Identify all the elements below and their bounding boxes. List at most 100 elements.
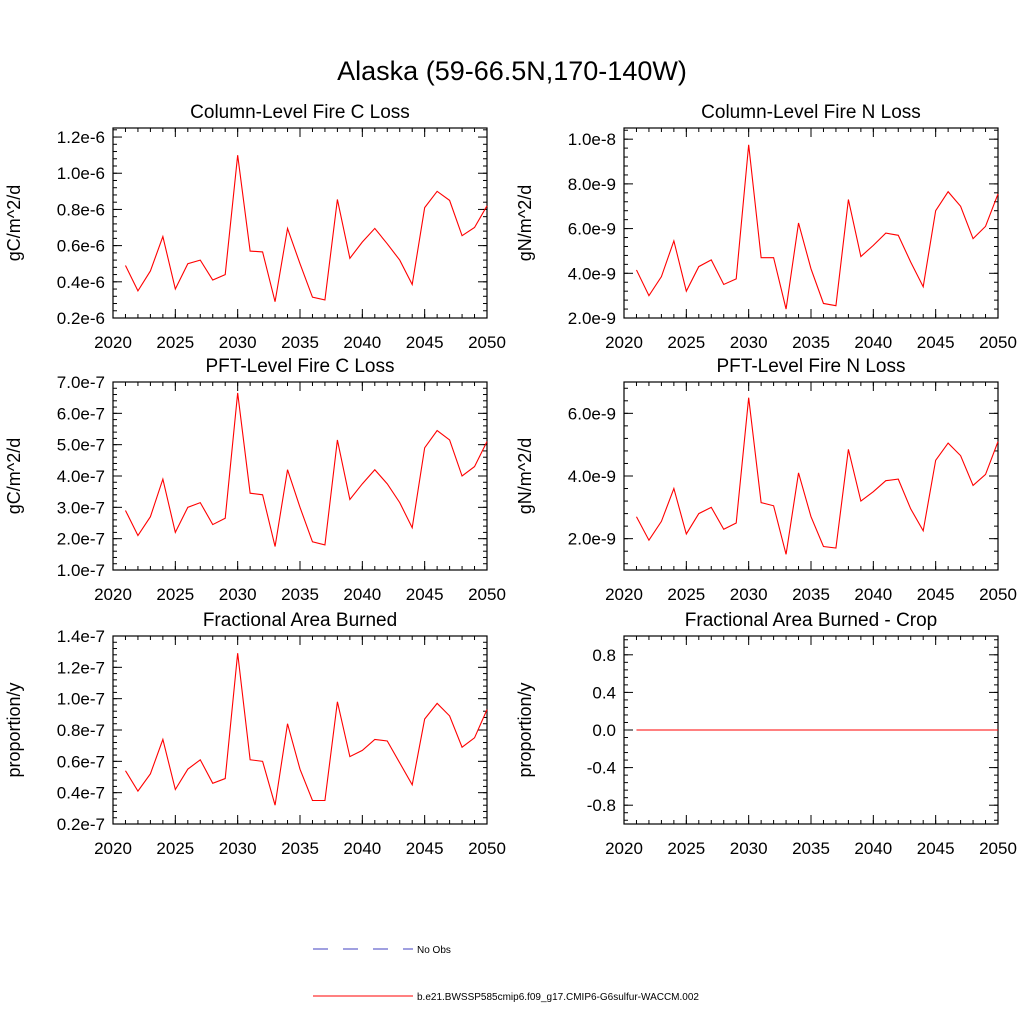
x-tick-label: 2045: [406, 333, 444, 352]
x-tick-label: 2030: [730, 839, 768, 858]
x-tick-label: 2045: [406, 839, 444, 858]
x-tick-label: 2035: [281, 839, 319, 858]
y-tick-label: 4.0e-9: [568, 467, 616, 486]
x-tick-label: 2050: [468, 839, 506, 858]
panel-fractional-area-burned-crop: 2020 2025 2030 2035 2040 2045 2050 -0.8 -0.4 0.0 0…: [515, 610, 1017, 858]
panel-pft-level-fire-c-loss: 2020 2025 2030 2035 2040 2045 2050 1.0e-7 2.0e-7…: [4, 356, 506, 604]
x-tick-label: 2020: [94, 839, 132, 858]
plot-frame: [623, 127, 999, 319]
y-axis-label: gN/m^2/d: [515, 185, 535, 261]
x-tick-label: 2040: [343, 333, 381, 352]
x-tick-label: 2025: [667, 585, 705, 604]
y-tick-label: 1.0e-8: [568, 130, 616, 149]
y-tick-label: 6.0e-9: [568, 404, 616, 423]
x-tick-label: 2030: [730, 585, 768, 604]
y-tick-label: 0.0: [592, 721, 616, 740]
y-axis-label: proportion/y: [4, 682, 24, 777]
y-tick-label: 1.0e-6: [57, 164, 105, 183]
plot-frame: [112, 635, 488, 825]
x-tick-label: 2045: [917, 839, 955, 858]
panel-column-level-fire-n-loss: 2020 2025 2030 2035 2040 2045 2050 2.0e-9 4.0e-9…: [515, 102, 1017, 352]
x-tick-label: 2030: [219, 333, 257, 352]
y-tick-label: -0.4: [587, 759, 616, 778]
series-line: [124, 155, 488, 302]
panel-column-level-fire-c-loss: 2020 2025 2030 2035 2040 2045 2050 0.2e-6 0.4e-6…: [4, 102, 506, 352]
y-tick-label: 5.0e-7: [57, 436, 105, 455]
x-tick-label: 2020: [94, 585, 132, 604]
y-tick-label: 3.0e-7: [57, 498, 105, 517]
panel-title: PFT-Level Fire N Loss: [717, 356, 906, 377]
panel-title: Fractional Area Burned: [203, 610, 397, 631]
x-tick-label: 2025: [156, 333, 194, 352]
y-tick-label: 0.8e-7: [57, 721, 105, 740]
plot-frame: [112, 127, 488, 319]
y-tick-label: 0.4e-7: [57, 784, 105, 803]
x-tick-label: 2020: [605, 333, 643, 352]
x-tick-label: 2035: [792, 585, 830, 604]
panel-pft-level-fire-n-loss: 2020 2025 2030 2035 2040 2045 2050 2.0e-9 4.0e-9…: [515, 356, 1017, 604]
x-tick-label: 2045: [917, 585, 955, 604]
y-tick-label: 2.0e-9: [568, 530, 616, 549]
y-tick-label: 4.0e-9: [568, 264, 616, 283]
y-tick-label: 0.2e-7: [57, 815, 105, 834]
y-tick-label: 2.0e-9: [568, 309, 616, 328]
x-tick-label: 2050: [979, 839, 1017, 858]
x-tick-label: 2050: [979, 585, 1017, 604]
panel-title: PFT-Level Fire C Loss: [206, 356, 395, 377]
x-tick-label: 2025: [156, 585, 194, 604]
series-line: [124, 392, 488, 547]
panel-title: Column-Level Fire N Loss: [701, 102, 921, 123]
y-tick-label: 4.0e-7: [57, 467, 105, 486]
series-line: [635, 397, 999, 555]
x-tick-label: 2030: [219, 839, 257, 858]
x-tick-label: 2040: [854, 585, 892, 604]
plot-frame: [112, 381, 488, 571]
y-tick-label: 8.0e-9: [568, 175, 616, 194]
x-tick-label: 2045: [406, 585, 444, 604]
legend-label-model-run: b.e21.BWSSP585cmip6.f09_g17.CMIP6-G6sulf…: [417, 992, 699, 1003]
x-tick-label: 2040: [854, 839, 892, 858]
y-axis-label: proportion/y: [515, 682, 535, 777]
panel-title: Column-Level Fire C Loss: [190, 102, 410, 123]
x-tick-label: 2035: [281, 585, 319, 604]
x-tick-label: 2040: [854, 333, 892, 352]
x-tick-label: 2035: [281, 333, 319, 352]
y-tick-label: 1.2e-6: [57, 128, 105, 147]
y-axis-label: gC/m^2/d: [4, 438, 24, 514]
y-tick-label: 0.8e-6: [57, 200, 105, 219]
legend-label-no-obs: No Obs: [417, 945, 451, 956]
panel-title: Fractional Area Burned - Crop: [685, 610, 937, 631]
y-tick-label: 1.0e-7: [57, 561, 105, 580]
x-tick-label: 2030: [219, 585, 257, 604]
x-tick-label: 2050: [468, 333, 506, 352]
y-tick-label: 0.8: [592, 646, 616, 665]
y-tick-label: 7.0e-7: [57, 373, 105, 392]
y-tick-label: 1.2e-7: [57, 658, 105, 677]
x-tick-label: 2020: [605, 839, 643, 858]
y-tick-label: 0.4: [592, 683, 616, 702]
panels-group: 2020 2025 2030 2035 2040 2045 2050 0.2e-6 0.4e-6…: [4, 102, 1017, 858]
legend: No Obs b.e21.BWSSP585cmip6.f09_g17.CMIP6…: [313, 945, 699, 1003]
y-tick-label: 6.0e-7: [57, 404, 105, 423]
y-tick-label: 6.0e-9: [568, 220, 616, 239]
series-line: [635, 144, 999, 310]
y-tick-label: -0.8: [587, 796, 616, 815]
panel-fractional-area-burned: 2020 2025 2030 2035 2040 2045 2050 0.2e-7 0.4e-7…: [4, 610, 506, 858]
plot-frame: [623, 381, 999, 571]
x-tick-label: 2050: [468, 585, 506, 604]
x-tick-label: 2025: [667, 333, 705, 352]
y-tick-label: 2.0e-7: [57, 530, 105, 549]
x-tick-label: 2045: [917, 333, 955, 352]
y-axis-label: gN/m^2/d: [515, 438, 535, 514]
x-tick-label: 2025: [156, 839, 194, 858]
y-tick-label: 0.6e-6: [57, 237, 105, 256]
x-tick-label: 2020: [94, 333, 132, 352]
series-line: [125, 653, 488, 806]
y-tick-label: 1.0e-7: [57, 690, 105, 709]
x-tick-label: 2020: [605, 585, 643, 604]
x-tick-label: 2040: [343, 839, 381, 858]
x-tick-label: 2025: [667, 839, 705, 858]
x-tick-label: 2030: [730, 333, 768, 352]
y-tick-label: 1.4e-7: [57, 627, 105, 646]
